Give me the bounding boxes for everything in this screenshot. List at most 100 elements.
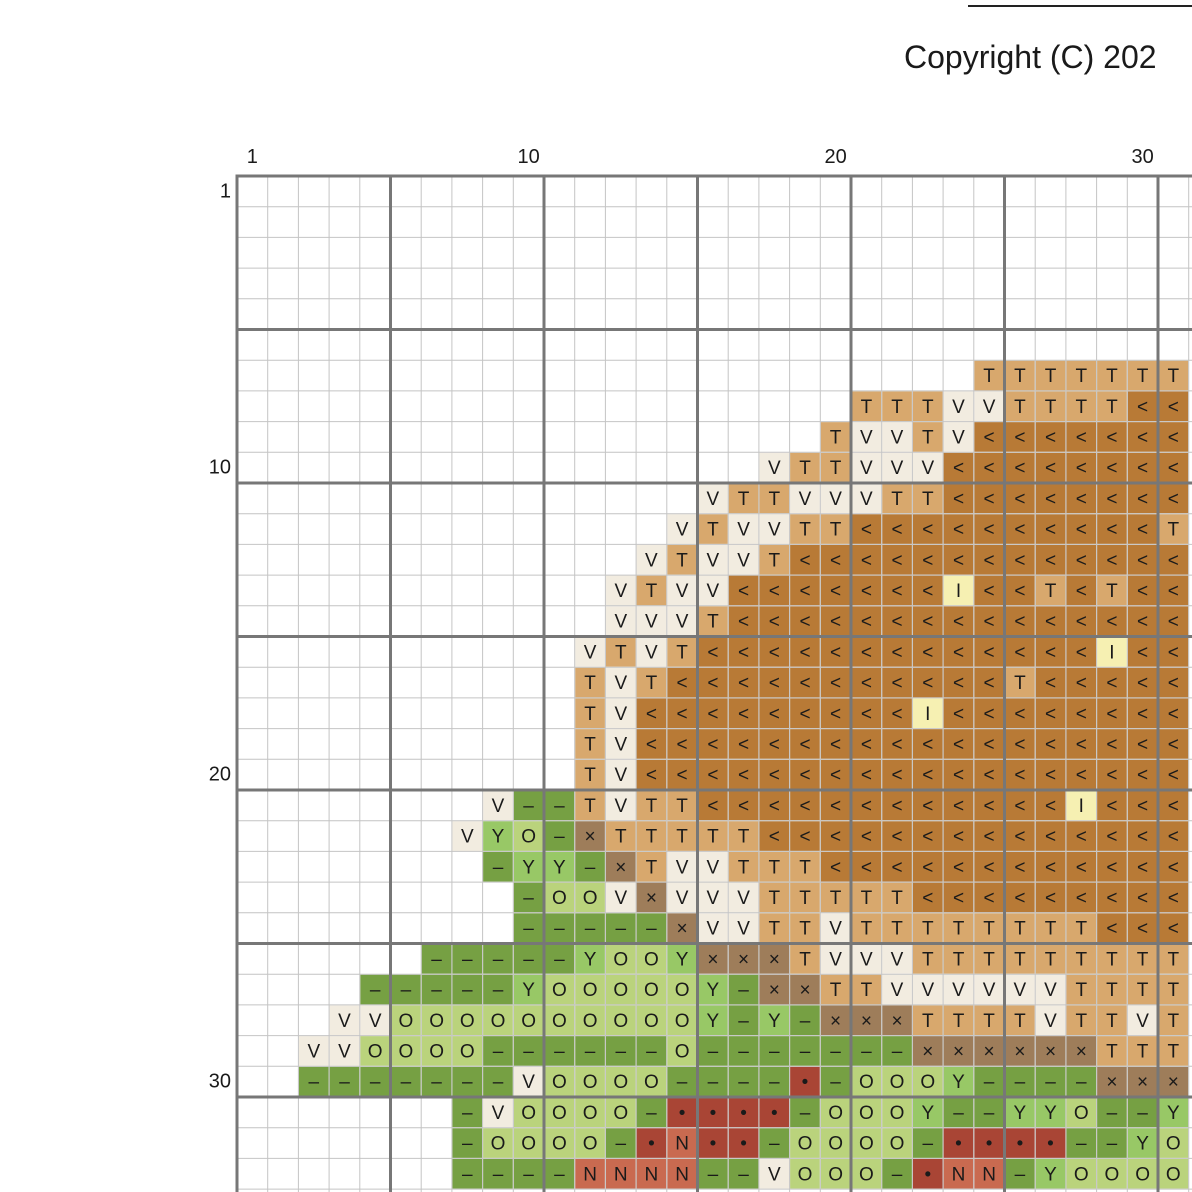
stitch <box>1005 821 1035 851</box>
labels: 1 10 20 30 1 10 20 30 <box>209 146 1154 1093</box>
stitch <box>1035 913 1066 943</box>
stitch <box>851 821 882 851</box>
stitch <box>636 544 667 575</box>
stitch <box>667 1005 697 1036</box>
stitch <box>483 1128 513 1158</box>
stitch <box>1005 729 1035 759</box>
stitch <box>483 1097 513 1128</box>
stitch <box>1097 729 1127 759</box>
stitch <box>452 1097 483 1128</box>
stitch <box>1158 729 1189 759</box>
stitch <box>790 698 820 729</box>
stitch <box>759 913 790 943</box>
stitch <box>1158 944 1189 974</box>
stitch <box>667 1036 697 1066</box>
stitch <box>1066 1066 1097 1097</box>
stitch <box>790 667 820 698</box>
stitch <box>1005 667 1035 698</box>
stitch <box>544 974 575 1005</box>
stitch <box>1005 759 1035 790</box>
stitch <box>790 944 820 974</box>
stitch <box>943 1066 974 1097</box>
stitch <box>974 422 1004 452</box>
stitch <box>820 1036 851 1066</box>
stitch <box>1097 851 1127 882</box>
stitch <box>943 1158 974 1189</box>
stitch <box>1005 544 1035 575</box>
stitch <box>1158 637 1189 667</box>
stitch <box>698 698 728 729</box>
stitch <box>943 544 974 575</box>
stitch <box>636 1036 667 1066</box>
stitch <box>1158 667 1189 698</box>
stitch <box>483 1005 513 1036</box>
stitch <box>698 1036 728 1066</box>
stitch <box>943 1128 974 1158</box>
stitch <box>882 790 912 821</box>
stitch <box>1158 851 1189 882</box>
stitch <box>1035 729 1066 759</box>
stitch <box>667 974 697 1005</box>
stitch <box>1127 698 1158 729</box>
stitch <box>912 483 943 514</box>
stitch <box>728 759 759 790</box>
stitch <box>790 575 820 606</box>
stitch <box>575 1097 605 1128</box>
stitch <box>1097 1036 1127 1066</box>
stitch <box>882 483 912 514</box>
stitch <box>698 544 728 575</box>
stitch <box>1066 360 1097 391</box>
stitch <box>513 1097 544 1128</box>
stitch <box>698 790 728 821</box>
stitch <box>882 1066 912 1097</box>
stitch <box>1035 637 1066 667</box>
stitch <box>820 974 851 1005</box>
stitch <box>728 851 759 882</box>
stitch <box>820 1158 851 1189</box>
stitch <box>575 759 605 790</box>
stitch <box>790 759 820 790</box>
row-number: 1 <box>220 180 231 202</box>
stitch <box>851 637 882 667</box>
stitch <box>360 974 390 1005</box>
stitch <box>912 729 943 759</box>
stitch <box>728 974 759 1005</box>
stitch <box>820 514 851 544</box>
stitch <box>1158 1097 1189 1128</box>
stitch <box>974 391 1004 422</box>
stitch <box>329 1036 360 1066</box>
stitch <box>605 1158 636 1189</box>
stitch <box>974 913 1004 943</box>
stitch <box>1066 1158 1097 1189</box>
stitch <box>1097 483 1127 514</box>
stitch <box>820 913 851 943</box>
stitch <box>698 913 728 943</box>
stitch <box>1127 1128 1158 1158</box>
stitch <box>605 851 636 882</box>
stitch <box>851 391 882 422</box>
stitch <box>483 821 513 851</box>
stitch <box>820 1005 851 1036</box>
stitch <box>759 759 790 790</box>
stitch <box>759 944 790 974</box>
stitch <box>1158 759 1189 790</box>
stitch <box>513 944 544 974</box>
stitch <box>820 882 851 913</box>
stitch <box>943 882 974 913</box>
stitch <box>1005 575 1035 606</box>
stitch <box>636 1066 667 1097</box>
stitch <box>851 667 882 698</box>
stitch <box>912 1158 943 1189</box>
stitch <box>820 637 851 667</box>
stitch <box>728 575 759 606</box>
stitch <box>728 637 759 667</box>
stitch <box>1127 944 1158 974</box>
stitch <box>544 851 575 882</box>
stitch <box>605 821 636 851</box>
stitch <box>759 452 790 483</box>
stitch <box>1158 606 1189 636</box>
stitch <box>1035 606 1066 636</box>
stitch <box>667 759 697 790</box>
stitch <box>1127 483 1158 514</box>
stitch <box>728 1066 759 1097</box>
